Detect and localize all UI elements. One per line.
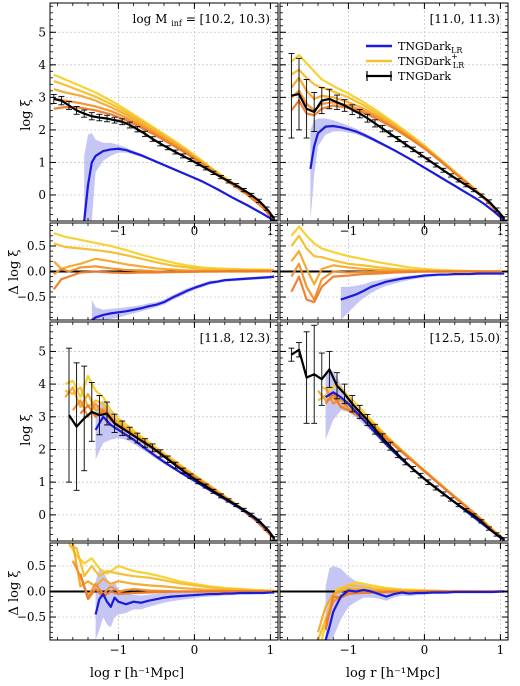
- panel-top-right: −1 0 1[11.0, 11.3): [279, 2, 509, 238]
- series-lr-plus-3: [290, 76, 506, 220]
- legend: TNGDarkLR TNGDark+ LR TNGDark: [366, 40, 465, 83]
- ylabel-lower-panel: log ξ: [19, 414, 34, 446]
- panel-annotation: log M inf = [10.2, 10.3): [133, 12, 270, 28]
- series-lr-plus-3: [64, 386, 276, 540]
- ytick-label: 4: [38, 377, 46, 391]
- panel-bottom-left: −1 0 1 −0.5 0.0 0.5: [17, 542, 279, 657]
- series-lr: [340, 272, 505, 301]
- ytick-label: −0.5: [17, 290, 46, 304]
- plot-area: [50, 73, 278, 221]
- plot-area: [64, 347, 278, 541]
- lr-band: [325, 565, 505, 640]
- annotation-range: = [10.2, 10.3): [182, 12, 270, 26]
- series-lr-plus-5: [290, 99, 506, 221]
- xtick-label: 0: [421, 643, 429, 657]
- xtick-label: 1: [267, 643, 275, 657]
- ytick-label: 2: [38, 123, 46, 137]
- lr-band: [95, 568, 275, 640]
- plot-area: [50, 232, 278, 320]
- series-reference: [291, 93, 506, 220]
- lr-band: [310, 118, 505, 221]
- panel-bottom-right: −1 0 1: [279, 542, 509, 657]
- plot-area: [280, 565, 508, 640]
- xlabel-left: log r [h⁻¹Mpc]: [90, 666, 184, 681]
- ytick-label: 1: [38, 155, 46, 169]
- plot-area: [50, 543, 278, 640]
- series-lr-plus-5: [53, 106, 276, 221]
- panel-mid-left: −0.5 0.0 0.5: [17, 222, 279, 321]
- ytick-label: 5: [38, 344, 46, 358]
- ytick-label: 0: [38, 508, 46, 522]
- panel-lower-left: 0 1 2 3 4 5 [11.8, 12.3): [38, 321, 279, 542]
- series-lr-plus-5: [290, 270, 505, 304]
- legend-label-lr: TNGDarkLR: [398, 40, 463, 55]
- ytick-label: 0.0: [27, 265, 46, 279]
- ytick-label: 1: [38, 475, 46, 489]
- series-lr: [309, 124, 505, 221]
- panel-annotation: [11.8, 12.3): [200, 331, 270, 345]
- ytick-label: 0: [38, 188, 46, 202]
- ytick-label: 0.5: [27, 559, 46, 573]
- series-reference: [53, 97, 276, 220]
- plot-area: [288, 324, 508, 541]
- series-lr: [324, 588, 505, 640]
- plot-area: [288, 52, 508, 221]
- xlabel-right: log r [h⁻¹Mpc]: [346, 666, 440, 681]
- legend-swatch-reference: [366, 71, 392, 81]
- panel-lower-right: [12.5, 15.0): [279, 321, 509, 542]
- series-lr-plus-4: [290, 89, 506, 221]
- annotation-sub: inf: [171, 19, 183, 28]
- plot-area: [280, 225, 508, 320]
- panel-annotation: [11.0, 11.3): [430, 12, 500, 26]
- ytick-label: 3: [38, 410, 46, 424]
- panel-mid-right: [279, 222, 509, 321]
- series-lr-plus-5: [52, 269, 275, 291]
- series-lr: [83, 147, 275, 221]
- ytick-label: 4: [38, 58, 46, 72]
- series-lr: [94, 591, 275, 615]
- annotation-main: log M: [133, 12, 172, 26]
- ytick-label: 3: [38, 90, 46, 104]
- xtick-label: −1: [110, 643, 128, 657]
- legend-label-reference: TNGDark: [398, 70, 451, 83]
- series-lr-plus-1: [290, 225, 505, 273]
- series-reference: [68, 410, 276, 540]
- lr-band: [340, 272, 505, 320]
- xtick-label: −1: [340, 643, 358, 657]
- legend-label-lr-plus: TNGDark+ LR: [398, 52, 465, 70]
- ytick-label: 0.0: [27, 585, 46, 599]
- ylabel-upper-ratio: Δ log ξ: [7, 249, 22, 294]
- ytick-label: 0.5: [27, 239, 46, 253]
- ylabel-top-panel: log ξ: [19, 99, 34, 131]
- series-lr-plus-2: [68, 544, 275, 593]
- panel-annotation: [12.5, 15.0): [430, 331, 500, 345]
- ylabel-bottom-ratio: Δ log ξ: [7, 570, 22, 615]
- series-lr-plus-5: [79, 573, 275, 601]
- ytick-label: 5: [38, 25, 46, 39]
- series-reference: [290, 348, 505, 541]
- series-lr-plus-5: [324, 392, 505, 541]
- ytick-label: −0.5: [17, 610, 46, 624]
- ytick-label: 2: [38, 442, 46, 456]
- xtick-label: 1: [497, 643, 505, 657]
- series-lr: [91, 275, 275, 320]
- xtick-label: 0: [191, 643, 199, 657]
